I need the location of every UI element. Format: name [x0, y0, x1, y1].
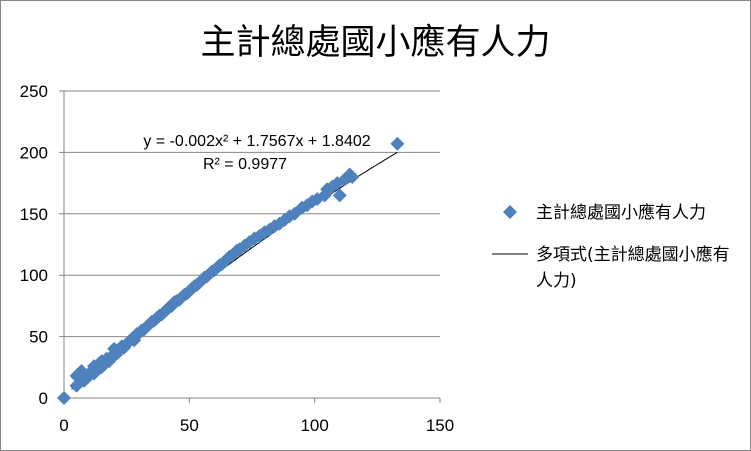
trendline-line-icon: [492, 253, 528, 255]
data-point: [345, 169, 360, 184]
diamond-marker-icon: [503, 205, 517, 219]
x-tick-label: 150: [426, 416, 454, 435]
x-tick-label: 50: [180, 416, 199, 435]
data-point: [57, 391, 71, 405]
trendline-equation: y = -0.002x² + 1.7567x + 1.8402: [143, 133, 370, 150]
data-point: [332, 188, 347, 203]
scatter-points: [57, 136, 405, 405]
data-point: [242, 235, 257, 250]
y-tick-label: 250: [20, 82, 48, 101]
x-tick-label: 100: [300, 416, 328, 435]
legend-label-scatter: 主計總處國小應有人力: [536, 203, 706, 223]
y-tick-label: 100: [20, 266, 48, 285]
r-squared-label: R² = 0.9977: [203, 156, 287, 173]
legend-label-trendline: 多項式(主計總處國小應有人力): [536, 245, 730, 291]
y-tick-label: 50: [29, 328, 48, 347]
x-tick-label: 0: [59, 416, 68, 435]
legend: 主計總處國小應有人力 多項式(主計總處國小應有人力): [492, 200, 737, 310]
data-point: [390, 136, 405, 151]
y-tick-label: 150: [20, 205, 48, 224]
legend-item-trendline: 多項式(主計總處國小應有人力): [492, 242, 737, 294]
tick-labels: 0 50 100 150 200 250 0 50 100 150: [20, 82, 455, 435]
legend-item-scatter: 主計總處國小應有人力: [492, 200, 737, 226]
chart-title: 主計總處國小應有人力: [200, 23, 551, 63]
y-tick-label: 200: [20, 143, 48, 162]
y-tick-label: 0: [39, 389, 48, 408]
gridlines: [64, 90, 440, 338]
